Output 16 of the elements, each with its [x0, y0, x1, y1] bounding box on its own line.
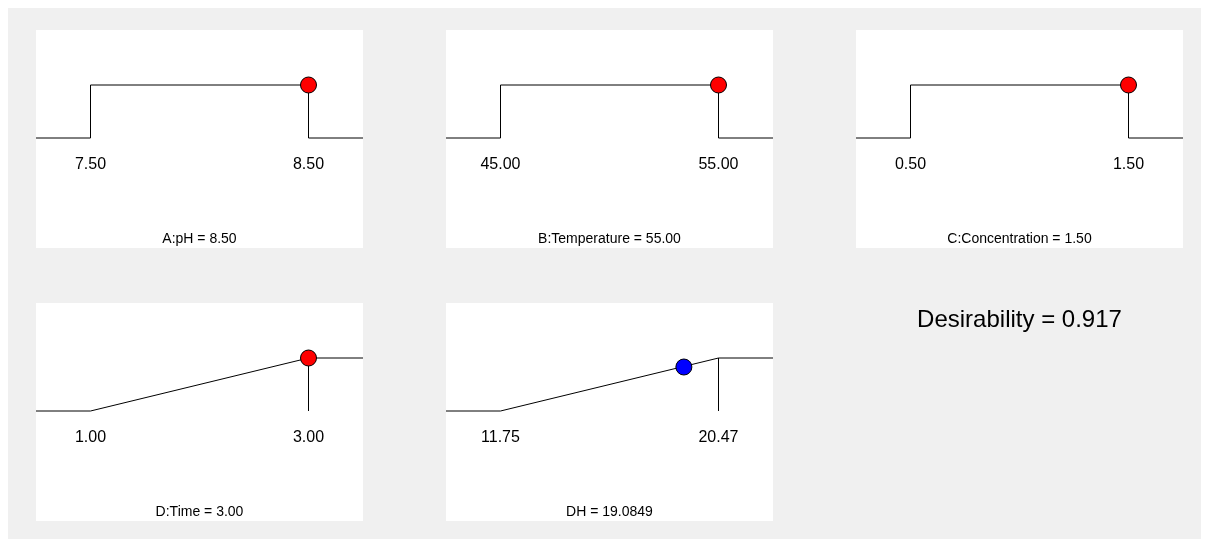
x-tick-label: 1.00: [74, 428, 107, 446]
x-axis-title: DH = 19.0849: [565, 503, 654, 519]
x-axis-title: D:Time = 3.00: [154, 503, 245, 519]
x-tick-label: 0.50: [894, 155, 927, 173]
x-axis-title: A:pH = 8.50: [161, 230, 238, 246]
x-tick-label: 7.50: [74, 155, 107, 173]
x-tick-label: 8.50: [292, 155, 325, 173]
x-axis-title: B:Temperature = 55.00: [537, 230, 682, 246]
x-tick-label: 55.00: [698, 155, 739, 173]
x-tick-label: 3.00: [292, 428, 325, 446]
x-tick-label: 11.75: [481, 428, 521, 446]
text: Desirability = 0.917: [916, 305, 1123, 333]
x-tick-label: 45.00: [480, 155, 521, 173]
x-tick-label: 20.47: [698, 428, 739, 446]
x-axis-title: C:Concentration = 1.50: [946, 230, 1093, 246]
x-tick-label: 1.50: [1112, 155, 1145, 173]
